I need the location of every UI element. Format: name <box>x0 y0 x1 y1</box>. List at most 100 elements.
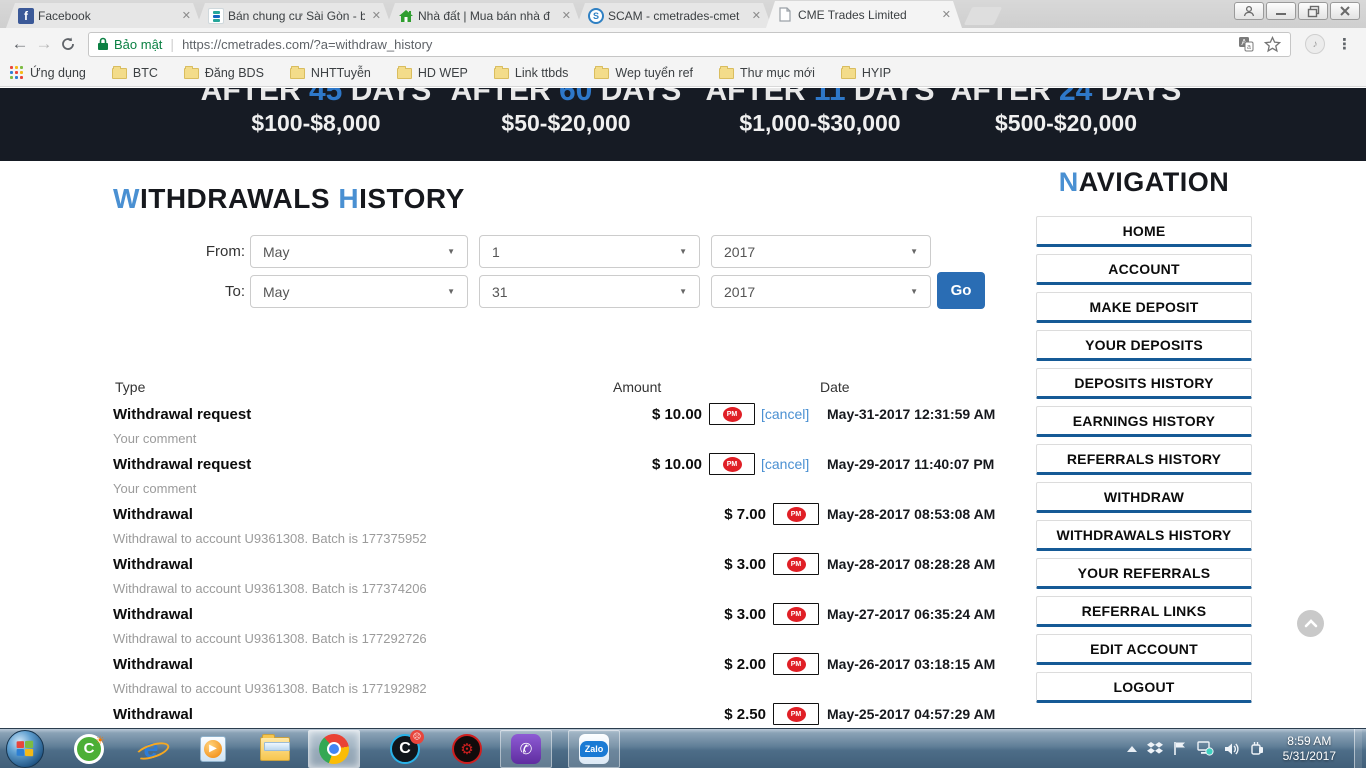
to-day-select[interactable]: 31 ▼ <box>479 275 700 308</box>
volume-icon[interactable] <box>1224 742 1240 756</box>
apps-shortcut[interactable]: Ứng dụng <box>10 66 86 80</box>
to-month-select[interactable]: May ▼ <box>250 275 468 308</box>
tab-cme-trades[interactable]: CME Trades Limited ✕ <box>766 1 962 28</box>
tab-scam-report[interactable]: S SCAM - cmetrades-cmet ✕ <box>576 3 772 28</box>
security-tool-icon[interactable]: ⚙ <box>450 732 484 766</box>
tab-ban-chung-cu[interactable]: Bán chung cư Sài Gòn - b ✕ <box>196 3 392 28</box>
minimize-button[interactable] <box>1266 2 1296 20</box>
cancel-link[interactable]: [cancel] <box>761 456 810 472</box>
table-row: Withdrawal $ 3.00 PM May-27-2017 06:35:2… <box>113 601 995 651</box>
hidden-icons-arrow[interactable] <box>1126 745 1137 752</box>
back-button[interactable]: ← <box>11 34 29 53</box>
sidebar-item-make-deposit[interactable]: MAKE DEPOSIT <box>1036 292 1252 323</box>
close-icon[interactable]: ✕ <box>751 10 761 22</box>
show-desktop-button[interactable] <box>1354 728 1362 768</box>
sidebar-item-referrals-history[interactable]: REFERRALS HISTORY <box>1036 444 1252 475</box>
from-month-select[interactable]: May ▼ <box>250 235 468 268</box>
bookmark-hd-wep[interactable]: HD WEP <box>396 65 468 80</box>
sidebar-item-withdraw[interactable]: WITHDRAW <box>1036 482 1252 513</box>
page-content: WITHDRAWALS HISTORY From: May ▼ 1 ▼ 2017… <box>0 161 1366 728</box>
power-plug-icon[interactable] <box>1250 741 1265 756</box>
header-date: Date <box>820 379 850 395</box>
taskbar: C ☀ e ▶ C ☹ ⚙ ✆ Zalo <box>0 728 1366 768</box>
folder-icon <box>840 65 856 79</box>
tab-facebook[interactable]: f Facebook ✕ <box>6 3 202 28</box>
bookmark-thu-muc-moi[interactable]: Thư mục mới <box>719 65 815 80</box>
plan-range: $500-$20,000 <box>995 110 1137 136</box>
row-comment: Your comment <box>113 481 197 496</box>
viber-taskbar-button[interactable]: ✆ <box>500 729 552 768</box>
close-icon[interactable]: ✕ <box>941 9 951 21</box>
internet-explorer-icon[interactable]: e <box>134 732 168 766</box>
close-icon[interactable]: ✕ <box>561 10 571 22</box>
file-explorer-icon[interactable] <box>258 732 292 766</box>
row-amount: $ 3.00 <box>724 555 766 573</box>
action-center-flag-icon[interactable] <box>1173 741 1187 756</box>
from-day-select[interactable]: 1 ▼ <box>479 235 700 268</box>
perfect-money-icon: PM <box>773 503 819 525</box>
forward-button[interactable]: → <box>35 34 53 53</box>
new-tab-button[interactable] <box>963 7 1003 25</box>
folder-icon <box>493 65 509 79</box>
from-day-value: 1 <box>492 243 500 260</box>
extension-icon[interactable]: ♪ <box>1305 34 1325 54</box>
chevron-down-icon: ▼ <box>679 247 687 256</box>
address-bar[interactable]: Bảo mật | https://cmetrades.com/?a=withd… <box>88 31 1291 57</box>
sidebar-item-your-referrals[interactable]: YOUR REFERRALS <box>1036 558 1252 589</box>
sidebar-item-logout[interactable]: LOGOUT <box>1036 672 1252 703</box>
bookmark-nhttuyen[interactable]: NHTTuyễn <box>289 65 371 80</box>
reload-button[interactable] <box>56 32 80 56</box>
dropbox-icon[interactable] <box>1146 741 1163 756</box>
close-icon[interactable]: ✕ <box>371 10 381 22</box>
coccoc-update-icon[interactable]: C ☹ <box>388 729 424 766</box>
sidebar-item-earnings-history[interactable]: EARNINGS HISTORY <box>1036 406 1252 437</box>
profile-button[interactable] <box>1234 2 1264 20</box>
to-year-select[interactable]: 2017 ▼ <box>711 275 931 308</box>
close-window-button[interactable] <box>1330 2 1360 20</box>
table-row: Withdrawal request $ 10.00 PM [cancel] M… <box>113 451 995 501</box>
restore-button[interactable] <box>1298 2 1328 20</box>
sidebar-item-your-deposits[interactable]: YOUR DEPOSITS <box>1036 330 1252 361</box>
media-player-icon[interactable]: ▶ <box>196 732 230 766</box>
tab-nha-dat[interactable]: Nhà đất | Mua bán nhà đ ✕ <box>386 3 582 28</box>
from-month-value: May <box>263 243 290 260</box>
chrome-taskbar-button[interactable] <box>308 729 360 768</box>
navigation-title: NAVIGATION <box>1058 167 1230 197</box>
sidebar-item-account[interactable]: ACCOUNT <box>1036 254 1252 285</box>
tab-title: Nhà đất | Mua bán nhà đ <box>418 8 550 23</box>
taskbar-clock[interactable]: 8:59 AM 5/31/2017 <box>1275 734 1344 764</box>
network-icon[interactable] <box>1196 741 1214 756</box>
go-button[interactable]: Go <box>937 272 985 309</box>
row-date: May-29-2017 11:40:07 PM <box>827 456 995 472</box>
row-comment: Withdrawal to account U9361308. Batch is… <box>113 531 427 546</box>
row-type: Withdrawal request <box>113 455 252 473</box>
bookmark-label: Wep tuyển ref <box>615 66 693 80</box>
table-row: Withdrawal $ 7.00 PM May-28-2017 08:53:0… <box>113 501 995 551</box>
perfect-money-icon: PM <box>773 603 819 625</box>
sidebar-item-home[interactable]: HOME <box>1036 216 1252 247</box>
folder-icon <box>719 65 734 79</box>
bookmark-star-icon[interactable] <box>1262 35 1282 53</box>
coccoc-browser-icon[interactable]: C ☀ <box>72 732 106 766</box>
zalo-taskbar-button[interactable]: Zalo <box>568 729 620 768</box>
bookmark-btc[interactable]: BTC <box>111 65 158 80</box>
bookmark-wep-tuyen-ref[interactable]: Wep tuyển ref <box>594 65 693 80</box>
sidebar-item-edit-account[interactable]: EDIT ACCOUNT <box>1036 634 1252 665</box>
start-button[interactable] <box>6 729 44 768</box>
row-date: May-28-2017 08:28:28 AM <box>827 556 996 572</box>
bookmark-hyip[interactable]: HYIP <box>840 65 891 80</box>
scroll-to-top-button[interactable] <box>1297 610 1324 637</box>
from-year-select[interactable]: 2017 ▼ <box>711 235 931 268</box>
sidebar-item-deposits-history[interactable]: DEPOSITS HISTORY <box>1036 368 1252 399</box>
bookmark-label: BTC <box>132 66 158 80</box>
bookmark-dang-bds[interactable]: Đăng BDS <box>183 65 264 80</box>
browser-menu-icon[interactable]: ⋮ <box>1337 36 1352 53</box>
sidebar-item-referral-links[interactable]: REFERRAL LINKS <box>1036 596 1252 627</box>
bookmark-link-ttbds[interactable]: Link ttbds <box>493 65 568 80</box>
cancel-link[interactable]: [cancel] <box>761 406 810 422</box>
sidebar-item-withdrawals-history[interactable]: WITHDRAWALS HISTORY <box>1036 520 1252 551</box>
close-icon[interactable]: ✕ <box>181 10 191 22</box>
url-text[interactable]: https://cmetrades.com/?a=withdraw_histor… <box>182 36 433 52</box>
row-amount: $ 2.50 <box>724 705 766 723</box>
